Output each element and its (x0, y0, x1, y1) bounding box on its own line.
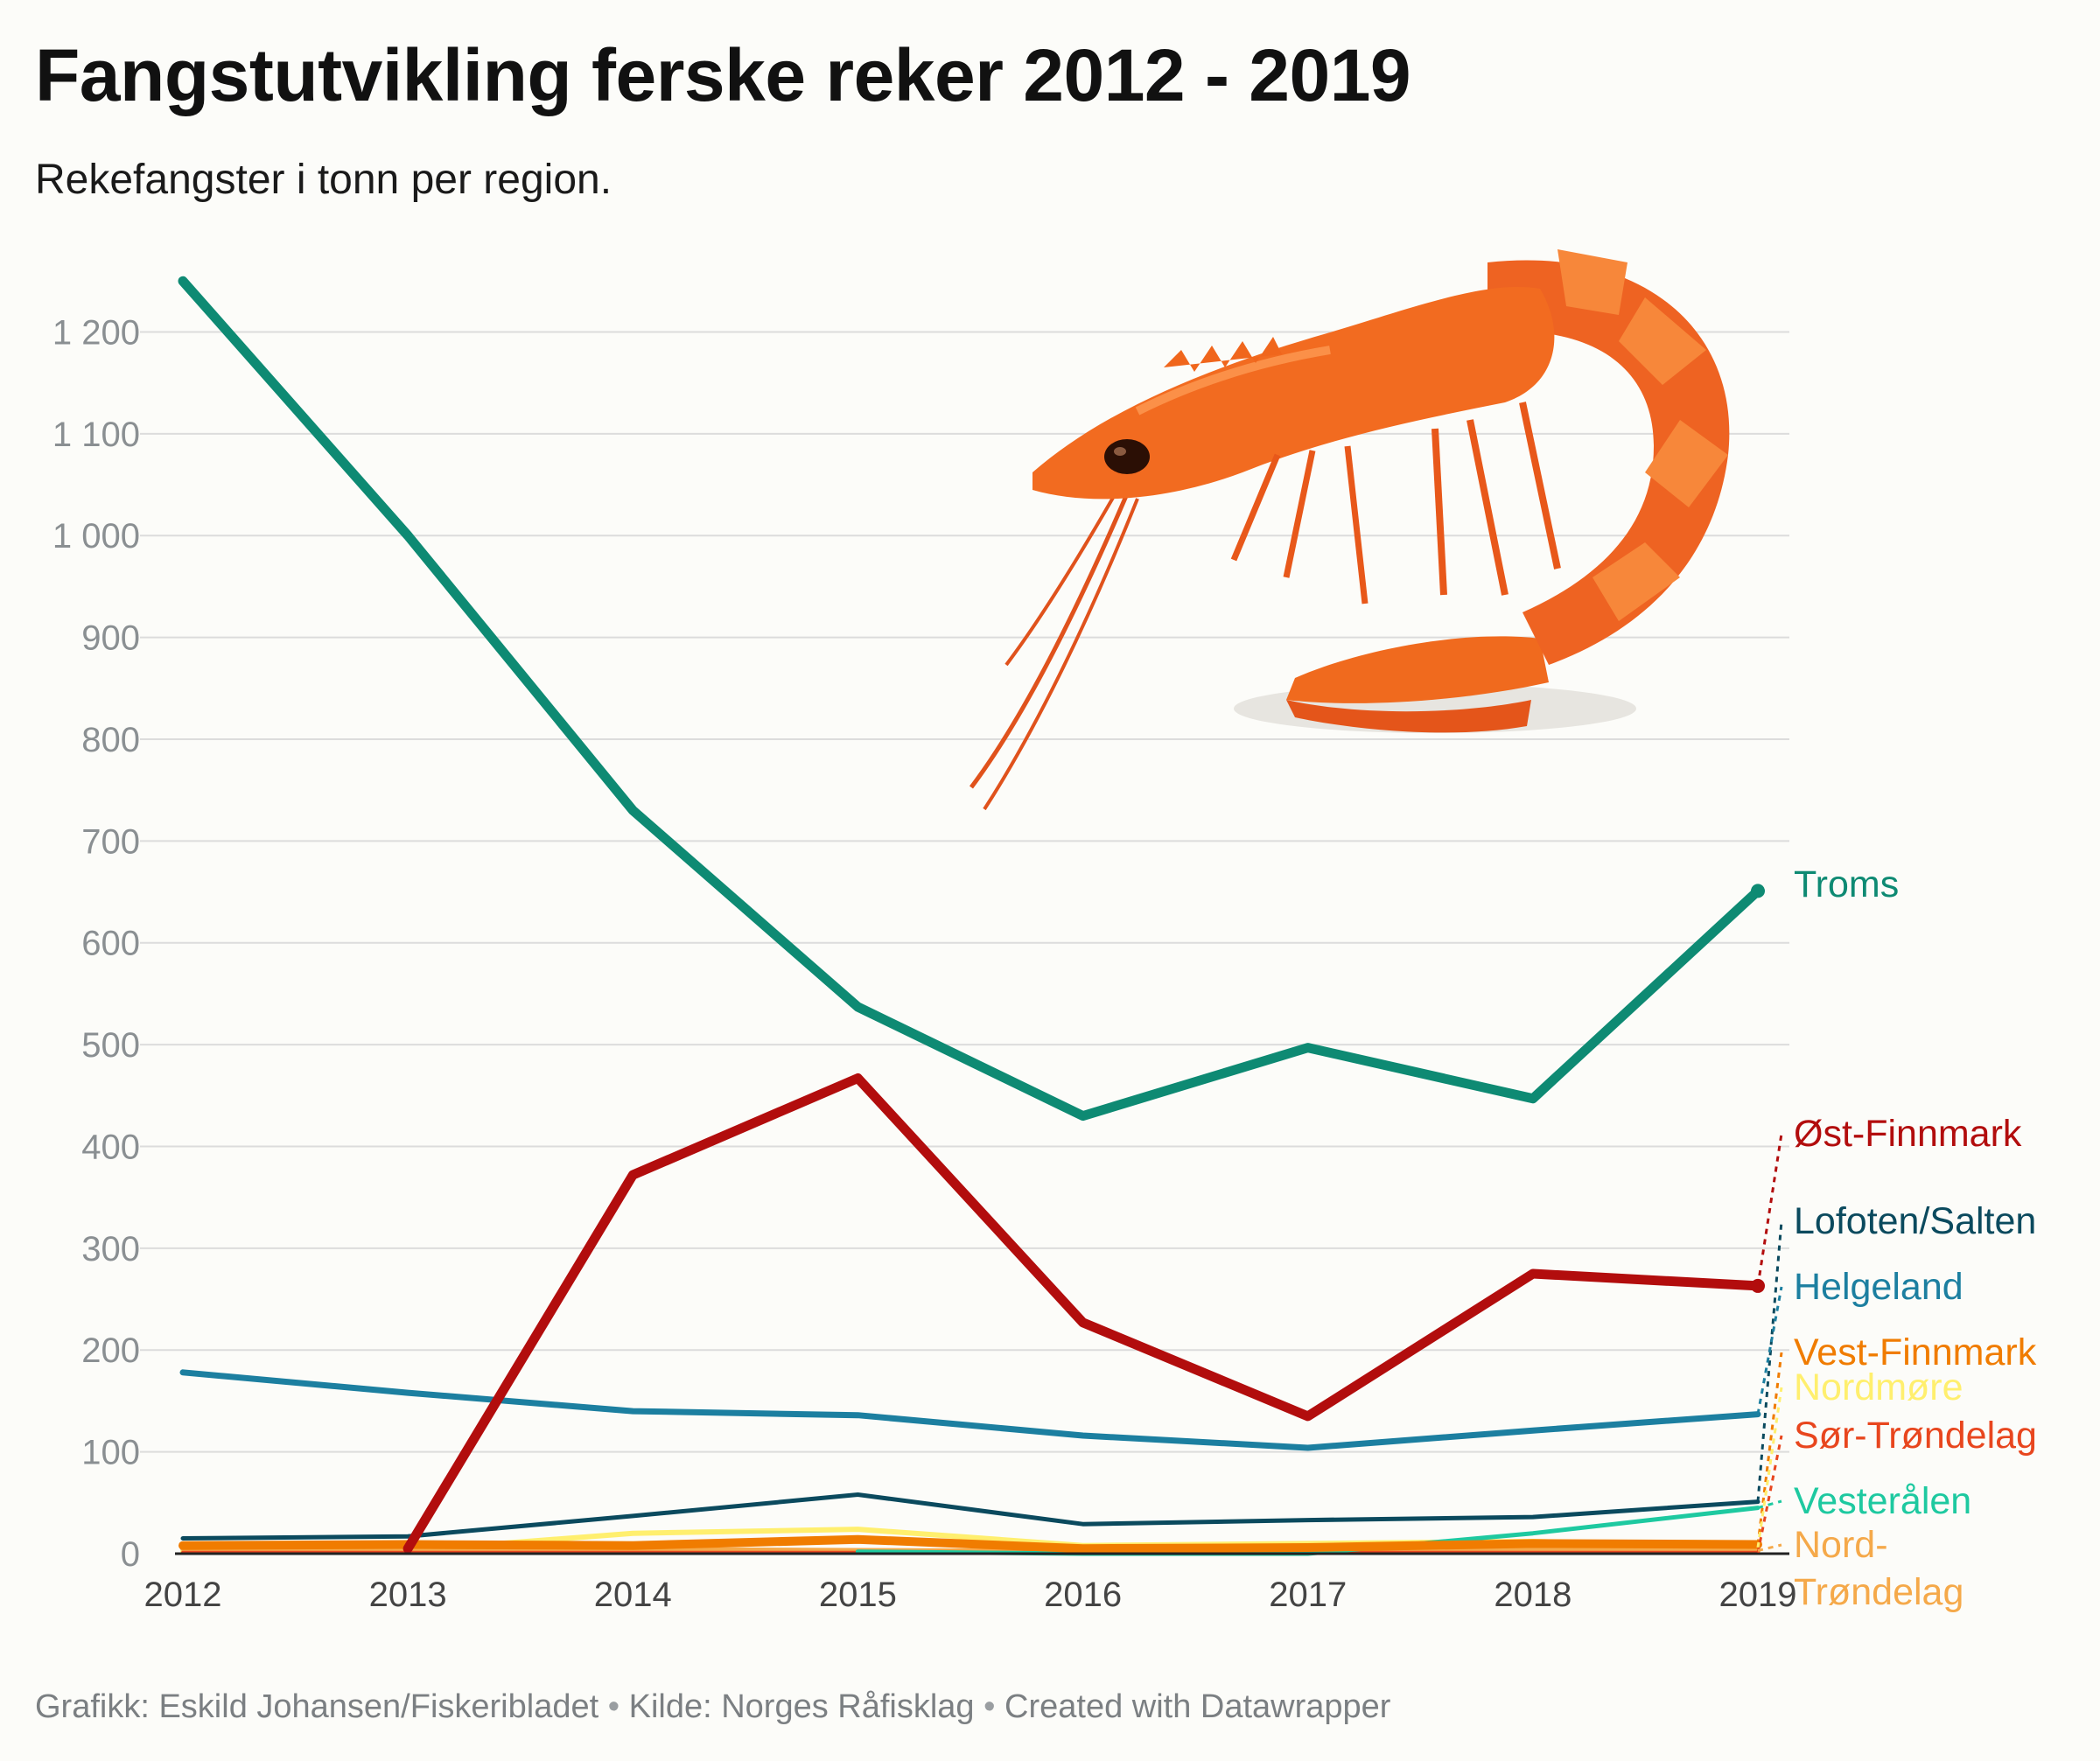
series-line (180, 1492, 1760, 1541)
series-label: Nord-Trøndelag (1794, 1524, 1964, 1613)
series-line (178, 276, 1763, 1122)
series-label: Vest-Finnmark (1794, 1331, 2037, 1373)
series-end-point (1751, 1278, 1765, 1293)
series-end-point (1751, 884, 1765, 898)
x-tick-label: 2018 (1494, 1576, 1572, 1614)
y-tick-label: 500 (81, 1026, 140, 1065)
chart-title: Fangstutvikling ferske reker 2012 - 2019 (35, 34, 1411, 116)
series-label: Sør-Trøndelag (1794, 1415, 2037, 1457)
series-label: Vesterålen (1794, 1480, 1971, 1522)
label-connector (1756, 1435, 1783, 1554)
x-tick-label: 2013 (369, 1576, 447, 1614)
series-label: Lofoten/Salten (1794, 1200, 2036, 1242)
y-tick-label: 0 (121, 1535, 140, 1574)
chart-subtitle: Rekefangster i tonn per region. (35, 157, 612, 203)
y-tick-label: 600 (81, 925, 140, 963)
footer-graphics: Grafikk: Eskild Johansen/Fiskeribladet (35, 1688, 599, 1725)
series-label: Øst-Finnmark (1794, 1113, 2022, 1155)
x-tick-label: 2019 (1719, 1576, 1797, 1614)
y-tick-label: 100 (81, 1434, 140, 1472)
gridlines (140, 331, 1789, 1453)
line-chart: 0 100 200 300 400 500 600 700 800 900 1 000 1 100 1 … (52, 249, 2037, 1614)
y-tick-label: 200 (81, 1331, 140, 1370)
label-connector (1757, 1499, 1782, 1510)
series-line (179, 1369, 1761, 1451)
series-lines (178, 276, 1765, 1556)
y-tick-label: 1 100 (52, 416, 140, 454)
footer: Grafikk: Eskild Johansen/Fiskeribladet •… (35, 1688, 1390, 1726)
series-label: Troms (1794, 863, 1899, 905)
footer-created: Created with Datawrapper (1004, 1688, 1391, 1725)
shrimp-illustration (969, 249, 1730, 811)
y-tick-label: 1 200 (52, 313, 140, 352)
footer-separator: • (984, 1688, 996, 1725)
x-axis-ticks: 2012 2013 2014 2015 2016 2017 2018 2019 (144, 1576, 1797, 1614)
footer-separator: • (607, 1688, 620, 1725)
label-connector (1756, 1220, 1783, 1502)
series-line (402, 1073, 1763, 1554)
y-tick-label: 700 (81, 822, 140, 861)
y-tick-label: 400 (81, 1128, 140, 1166)
x-tick-label: 2015 (819, 1576, 897, 1614)
x-tick-label: 2014 (594, 1576, 672, 1614)
label-connector (1756, 1286, 1783, 1415)
series-labels: Troms Øst-Finnmark Lofoten/Salten Helgeland… (1794, 863, 2037, 1613)
x-tick-label: 2017 (1269, 1576, 1347, 1614)
y-tick-label: 1 000 (52, 517, 140, 556)
series-line (178, 1534, 1762, 1554)
y-tick-label: 800 (81, 721, 140, 759)
x-tick-label: 2016 (1044, 1576, 1122, 1614)
y-tick-label: 300 (81, 1230, 140, 1268)
label-connectors (1756, 1133, 1783, 1554)
series-label: Helgeland (1794, 1266, 1964, 1308)
footer-source: Kilde: Norges Råfisklag (628, 1688, 975, 1725)
y-tick-label: 900 (81, 619, 140, 658)
series-label: Nordmøre (1794, 1366, 1964, 1408)
x-tick-label: 2012 (144, 1576, 222, 1614)
label-connector (1757, 1543, 1782, 1552)
label-connector (1756, 1133, 1783, 1287)
y-axis-ticks: 0 100 200 300 400 500 600 700 800 900 1 000 1 100 1 … (52, 313, 140, 1574)
shrimp-eye-icon (1104, 439, 1150, 474)
